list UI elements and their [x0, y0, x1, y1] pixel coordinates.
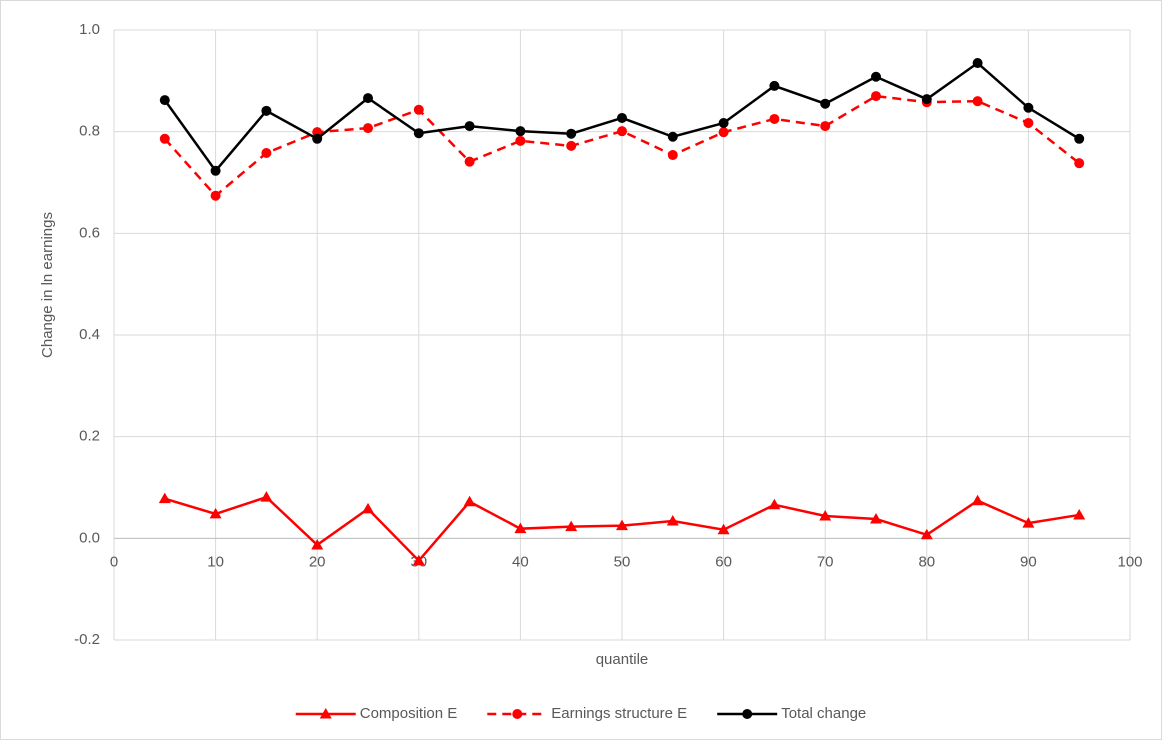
legend-item: Earnings structure E — [487, 705, 687, 722]
x-tick-label: 10 — [207, 553, 224, 570]
marker — [515, 135, 526, 146]
marker — [871, 91, 881, 102]
marker — [512, 709, 523, 719]
marker — [616, 519, 628, 531]
marker — [566, 140, 577, 151]
marker — [412, 554, 425, 566]
marker — [820, 121, 831, 132]
legend: Composition E Earnings structure E Total c… — [295, 705, 866, 722]
x-tick-label: 20 — [309, 553, 326, 570]
marker — [1022, 517, 1035, 528]
marker — [362, 502, 374, 514]
marker — [971, 494, 984, 506]
marker — [565, 520, 578, 532]
x-tick-label: 0 — [110, 553, 118, 570]
legend-label: Total change — [781, 705, 866, 722]
marker — [261, 105, 272, 116]
marker — [921, 94, 932, 105]
marker — [566, 128, 577, 139]
marker — [718, 118, 729, 129]
marker — [260, 491, 273, 502]
marker — [769, 80, 780, 91]
marker — [920, 528, 933, 540]
y-tick-label: -0.2 — [74, 631, 100, 648]
x-tick-label: 70 — [817, 553, 834, 570]
marker — [667, 150, 678, 161]
marker — [413, 104, 424, 115]
y-tick-label: 0.6 — [79, 224, 100, 241]
marker — [413, 128, 424, 139]
legend-item: Total change — [717, 705, 866, 722]
y-tick-label: 1.0 — [79, 21, 100, 38]
marker — [311, 538, 324, 550]
legend-item: Composition E — [295, 705, 458, 722]
marker — [820, 98, 831, 109]
marker — [717, 523, 730, 535]
y-axis-title: Change in ln earnings — [39, 212, 56, 358]
marker — [617, 112, 627, 123]
marker — [666, 515, 679, 526]
marker — [972, 96, 983, 107]
marker — [667, 131, 678, 142]
x-tick-label: 100 — [1117, 553, 1142, 570]
marker — [718, 127, 729, 138]
marker — [319, 708, 332, 719]
marker — [312, 133, 323, 144]
marker — [819, 509, 832, 521]
legend-label: Earnings structure E — [551, 705, 687, 722]
marker — [742, 709, 753, 719]
marker — [769, 113, 780, 124]
marker — [158, 492, 171, 504]
x-tick-label: 60 — [715, 553, 732, 570]
marker — [1074, 133, 1085, 144]
marker — [463, 495, 476, 507]
marker — [871, 71, 881, 82]
marker — [514, 522, 527, 534]
y-tick-label: 0.8 — [79, 123, 100, 140]
x-tick-label: 40 — [512, 553, 529, 570]
marker — [1023, 118, 1034, 129]
x-axis-title: quantile — [596, 651, 649, 668]
y-tick-label: 0.2 — [79, 428, 100, 445]
marker — [972, 58, 983, 69]
marker — [210, 190, 221, 201]
marker — [464, 121, 475, 132]
marker — [363, 93, 373, 104]
marker — [464, 156, 475, 167]
marker — [617, 126, 627, 137]
x-tick-label: 90 — [1020, 553, 1037, 570]
marker — [870, 513, 882, 524]
marker — [159, 95, 170, 106]
marker — [210, 165, 221, 176]
x-tick-label: 50 — [614, 553, 631, 570]
marker — [363, 123, 373, 134]
marker — [515, 126, 526, 137]
marker — [209, 507, 222, 519]
legend-label: Composition E — [360, 705, 458, 722]
y-tick-label: 0.4 — [79, 326, 100, 343]
marker — [159, 133, 170, 144]
x-tick-label: 80 — [918, 553, 935, 570]
y-tick-label: 0.0 — [79, 529, 100, 546]
marker — [1023, 102, 1034, 113]
marker — [261, 148, 272, 159]
marker — [1074, 158, 1085, 169]
marker — [768, 498, 781, 510]
marker — [1073, 508, 1086, 520]
